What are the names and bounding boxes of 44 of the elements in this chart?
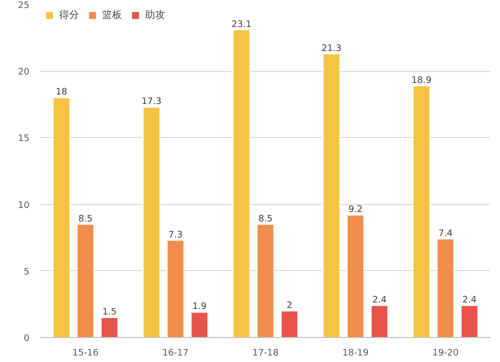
bar <box>436 238 454 338</box>
bar <box>256 224 274 338</box>
data-label: 8.5 <box>78 214 93 224</box>
bar <box>460 305 478 338</box>
data-label: 18 <box>56 88 68 98</box>
y-tick-label: 0 <box>24 334 30 344</box>
data-label: 23.1 <box>231 20 252 30</box>
data-label: 9.2 <box>348 204 363 215</box>
bar <box>100 317 118 338</box>
data-label: 8.5 <box>258 214 273 224</box>
bar <box>232 29 250 338</box>
data-label: 21.3 <box>321 44 342 54</box>
x-tick-label: 17-18 <box>252 348 279 358</box>
y-tick-label: 20 <box>18 68 30 78</box>
y-tick-label: 10 <box>18 200 30 211</box>
data-label: 7.4 <box>438 228 453 239</box>
legend-label: 助攻 <box>145 8 165 22</box>
x-tick-label: 15-16 <box>72 348 99 358</box>
data-label: 17.3 <box>141 97 162 108</box>
bar <box>76 224 94 338</box>
legend-label: 篮板 <box>102 8 122 22</box>
bar <box>190 312 208 338</box>
data-label: 2 <box>286 300 292 311</box>
data-label: 2.4 <box>372 296 387 306</box>
data-label: 1.9 <box>192 302 207 312</box>
bar <box>166 240 184 338</box>
x-tick-label: 19-20 <box>432 348 459 358</box>
bar <box>142 106 160 338</box>
x-tick-label: 16-17 <box>162 348 189 358</box>
data-label: 1.5 <box>102 308 117 318</box>
bar <box>280 310 298 338</box>
data-label: 7.3 <box>168 230 183 240</box>
y-tick-label: 15 <box>18 134 30 144</box>
x-tick-label: 18-19 <box>342 348 369 358</box>
legend-label: 得分 <box>59 9 79 22</box>
bar <box>322 53 340 338</box>
bar <box>52 97 70 338</box>
y-tick-label: 25 <box>18 1 30 11</box>
bar <box>370 305 388 338</box>
data-label: 2.4 <box>462 296 477 306</box>
y-tick-label: 5 <box>24 267 30 278</box>
data-label: 18.9 <box>411 76 432 86</box>
bar <box>412 85 430 338</box>
bar <box>346 214 364 338</box>
